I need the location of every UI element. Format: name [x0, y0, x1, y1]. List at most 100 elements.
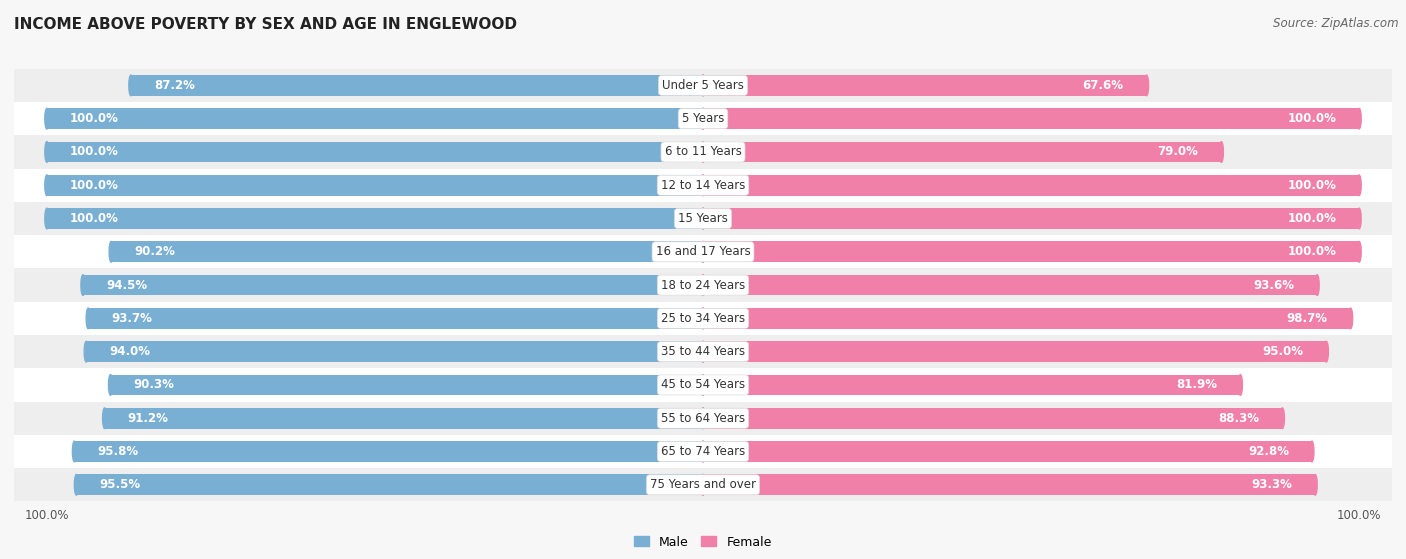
Text: 90.3%: 90.3% — [134, 378, 174, 391]
Circle shape — [45, 108, 49, 129]
Text: Under 5 Years: Under 5 Years — [662, 79, 744, 92]
Circle shape — [702, 342, 704, 362]
Circle shape — [702, 475, 704, 495]
Bar — [46, 175, 703, 196]
Circle shape — [702, 208, 704, 229]
Circle shape — [1315, 275, 1319, 295]
Text: 6 to 11 Years: 6 to 11 Years — [665, 145, 741, 158]
Bar — [14, 202, 1392, 235]
Circle shape — [1310, 441, 1315, 462]
Text: 92.8%: 92.8% — [1249, 445, 1289, 458]
Bar — [703, 408, 1282, 429]
Circle shape — [108, 375, 112, 395]
Circle shape — [72, 441, 76, 462]
Circle shape — [86, 308, 90, 329]
Text: 79.0%: 79.0% — [1157, 145, 1198, 158]
Circle shape — [82, 275, 84, 295]
Bar — [703, 141, 1222, 162]
Text: 100.0%: 100.0% — [70, 145, 118, 158]
Text: 100.0%: 100.0% — [1288, 212, 1336, 225]
Bar — [104, 408, 703, 429]
Text: 88.3%: 88.3% — [1219, 412, 1260, 425]
Circle shape — [702, 141, 704, 162]
Text: 5 Years: 5 Years — [682, 112, 724, 125]
Text: 91.2%: 91.2% — [128, 412, 169, 425]
Bar — [86, 342, 703, 362]
Text: 18 to 24 Years: 18 to 24 Years — [661, 278, 745, 292]
Circle shape — [129, 75, 134, 96]
Circle shape — [45, 175, 49, 196]
Circle shape — [702, 408, 704, 429]
Text: 98.7%: 98.7% — [1286, 312, 1327, 325]
Circle shape — [1144, 75, 1149, 96]
Circle shape — [702, 75, 704, 96]
Bar — [14, 401, 1392, 435]
Bar — [703, 108, 1360, 129]
Circle shape — [702, 475, 704, 495]
Bar — [703, 375, 1240, 395]
Circle shape — [702, 375, 704, 395]
Circle shape — [75, 475, 79, 495]
Text: 90.2%: 90.2% — [134, 245, 174, 258]
Bar — [14, 102, 1392, 135]
Circle shape — [702, 342, 704, 362]
Text: 12 to 14 Years: 12 to 14 Years — [661, 179, 745, 192]
Circle shape — [1281, 408, 1285, 429]
Circle shape — [110, 241, 114, 262]
Text: 100.0%: 100.0% — [1288, 179, 1336, 192]
Circle shape — [702, 241, 704, 262]
Circle shape — [45, 208, 49, 229]
Circle shape — [1357, 241, 1361, 262]
Circle shape — [702, 441, 704, 462]
Circle shape — [1324, 342, 1329, 362]
Circle shape — [103, 408, 107, 429]
Bar — [703, 75, 1146, 96]
Circle shape — [702, 108, 704, 129]
Text: 94.5%: 94.5% — [105, 278, 148, 292]
Text: 65 to 74 Years: 65 to 74 Years — [661, 445, 745, 458]
Bar — [703, 475, 1315, 495]
Circle shape — [702, 308, 704, 329]
Circle shape — [702, 375, 704, 395]
Circle shape — [702, 108, 704, 129]
Circle shape — [702, 175, 704, 196]
Text: 95.5%: 95.5% — [100, 479, 141, 491]
Circle shape — [702, 308, 704, 329]
Text: 81.9%: 81.9% — [1177, 378, 1218, 391]
Text: 100.0%: 100.0% — [70, 179, 118, 192]
Circle shape — [45, 141, 49, 162]
Circle shape — [1357, 175, 1361, 196]
Text: 75 Years and over: 75 Years and over — [650, 479, 756, 491]
Bar — [111, 375, 703, 395]
Text: 100.0%: 100.0% — [70, 112, 118, 125]
Circle shape — [702, 175, 704, 196]
Text: 100.0%: 100.0% — [1288, 245, 1336, 258]
Bar — [14, 69, 1392, 102]
Bar — [703, 342, 1326, 362]
Bar — [46, 108, 703, 129]
Text: 35 to 44 Years: 35 to 44 Years — [661, 345, 745, 358]
Text: 95.0%: 95.0% — [1263, 345, 1303, 358]
Text: 93.7%: 93.7% — [111, 312, 152, 325]
Text: Source: ZipAtlas.com: Source: ZipAtlas.com — [1274, 17, 1399, 30]
Bar — [14, 169, 1392, 202]
Circle shape — [702, 141, 704, 162]
Legend: Male, Female: Male, Female — [630, 530, 776, 553]
Text: 94.0%: 94.0% — [110, 345, 150, 358]
Bar — [111, 241, 703, 262]
Text: 15 Years: 15 Years — [678, 212, 728, 225]
Text: 100.0%: 100.0% — [70, 212, 118, 225]
Bar — [14, 335, 1392, 368]
Bar — [14, 435, 1392, 468]
Bar — [14, 302, 1392, 335]
Text: 16 and 17 Years: 16 and 17 Years — [655, 245, 751, 258]
Circle shape — [1348, 308, 1353, 329]
Bar — [703, 175, 1360, 196]
Bar — [83, 275, 703, 295]
Text: 95.8%: 95.8% — [97, 445, 139, 458]
Bar — [14, 135, 1392, 169]
Bar — [46, 141, 703, 162]
Text: 25 to 34 Years: 25 to 34 Years — [661, 312, 745, 325]
Bar — [14, 268, 1392, 302]
Bar — [703, 441, 1312, 462]
